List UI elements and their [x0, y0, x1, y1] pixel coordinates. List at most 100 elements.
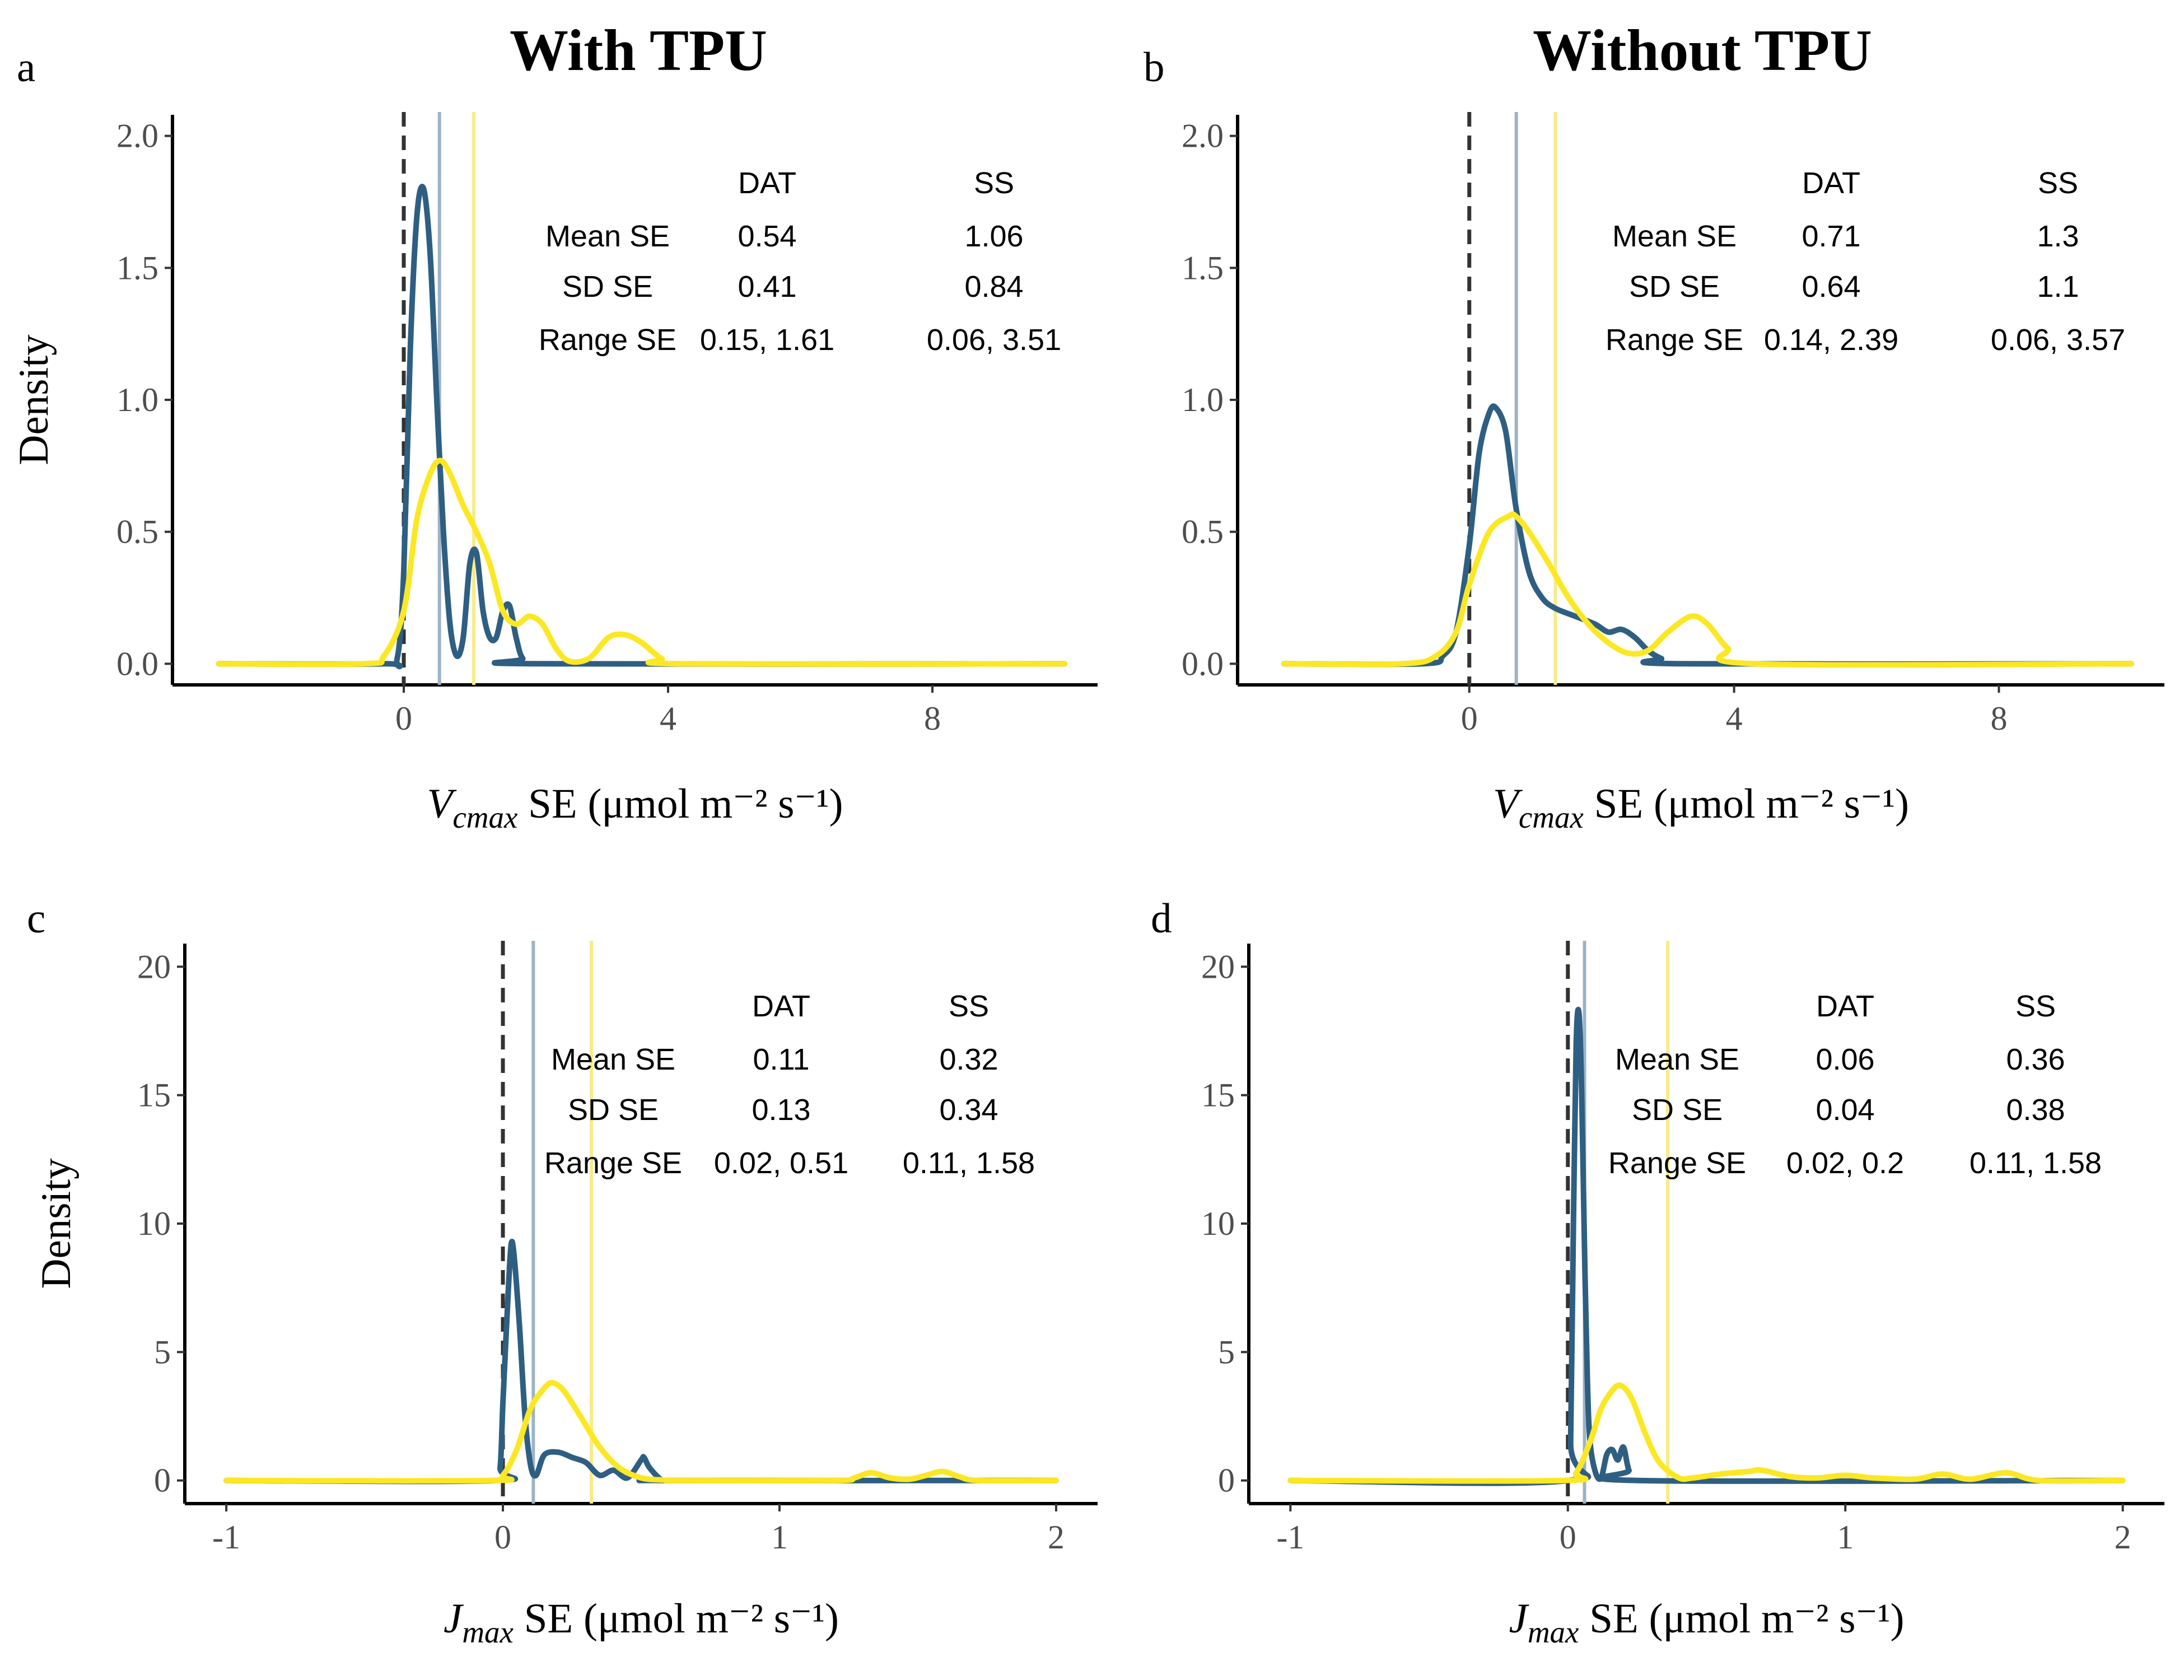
table-cell-ss: 0.06, 3.51	[927, 323, 1061, 357]
dat-density-curve	[1287, 1006, 2126, 1486]
table-cell-dat: 0.13	[752, 1093, 810, 1127]
table-row-label: Range SE	[544, 1146, 682, 1180]
table-row-label: Mean SE	[1615, 1043, 1739, 1076]
y-tick-label: 5	[1218, 1333, 1235, 1370]
ss-density-curve	[223, 1380, 1059, 1484]
column-title-with-tpu: With TPU	[510, 17, 767, 83]
y-tick-label: 10	[1201, 1205, 1235, 1242]
y-tick-label: 5	[154, 1333, 171, 1370]
table-row-label: Mean SE	[1612, 220, 1737, 253]
y-tick-label: 2.0	[116, 118, 158, 155]
table-cell-dat: 0.06	[1816, 1043, 1874, 1076]
x-axis-label: Vcmax SE (μmol m⁻² s⁻¹)	[1493, 781, 1909, 834]
table-header-ss: SS	[2015, 990, 2056, 1023]
x-axis-label-unit: SE (μmol m⁻² s⁻¹)	[1579, 1595, 1904, 1642]
table-cell-dat: 0.71	[1802, 220, 1860, 253]
x-axis-label-subscript: max	[462, 1615, 514, 1649]
x-tick-label: 4	[1726, 700, 1743, 737]
x-tick-label: -1	[1276, 1519, 1304, 1556]
ss-density-curve	[1287, 1382, 2126, 1484]
table-header-ss: SS	[949, 990, 989, 1023]
x-tick-label: 1	[771, 1519, 788, 1556]
y-tick-label: 15	[137, 1077, 171, 1114]
table-row-label: SD SE	[1632, 1093, 1723, 1127]
panel-d: 0 5 10 15 20 -1 0 1 2 Jmax SE (μmol m⁻² s⁻¹) DAT SS…	[1201, 941, 2164, 1649]
table-cell-dat: 0.11	[753, 1043, 809, 1076]
x-axis-label-subscript: max	[1528, 1615, 1579, 1649]
table-cell-ss: 1.1	[2037, 270, 2079, 304]
table-header-dat: DAT	[738, 166, 796, 200]
table-cell-ss: 0.84	[964, 270, 1023, 304]
table-cell-ss: 0.36	[2006, 1043, 2065, 1076]
table-cell-dat: 0.02, 0.2	[1786, 1146, 1904, 1180]
table-row-label: Mean SE	[551, 1043, 675, 1076]
y-tick-label: 1.0	[1182, 381, 1224, 418]
x-axis-label-variable: J	[1509, 1595, 1530, 1642]
table-row-label: Range SE	[539, 323, 676, 357]
table-header-dat: DAT	[1816, 990, 1874, 1023]
x-tick-label: 0	[395, 700, 412, 737]
panel-letter-c: c	[27, 895, 45, 942]
table-row-label: Range SE	[1606, 323, 1743, 357]
table-cell-dat: 0.64	[1802, 270, 1860, 304]
x-axis-label-variable: V	[427, 781, 458, 827]
x-tick-label: 2	[1048, 1519, 1065, 1556]
y-tick-label: 1.5	[116, 249, 158, 286]
y-tick-label: 0.0	[1182, 645, 1224, 682]
panel-b: 0.0 0.5 1.0 1.5 2.0 0 4 8 Vcmax SE (μmol m⁻² s⁻¹…	[1182, 112, 2164, 834]
x-axis-label-unit: SE (μmol m⁻² s⁻¹)	[1584, 781, 1909, 827]
y-axis-label: Density	[33, 1158, 80, 1289]
x-axis-label-unit: SE (μmol m⁻² s⁻¹)	[514, 1595, 839, 1642]
x-axis-label: Jmax SE (μmol m⁻² s⁻¹)	[444, 1595, 839, 1649]
ss-density-curve	[1281, 511, 2134, 668]
y-tick-label: 0.5	[1182, 514, 1224, 550]
table-cell-ss: 0.06, 3.57	[1991, 323, 2125, 357]
table-row-label: Mean SE	[545, 220, 670, 253]
dat-density-curve	[223, 1239, 1059, 1485]
ss-density-curve	[216, 458, 1067, 668]
y-tick-label: 0.0	[116, 645, 158, 682]
y-tick-label: 15	[1201, 1077, 1235, 1114]
table-header-ss: SS	[974, 166, 1014, 200]
table-cell-ss: 0.32	[939, 1043, 998, 1076]
table-cell-ss: 0.11, 1.58	[1970, 1146, 2102, 1180]
table-cell-dat: 0.54	[738, 220, 796, 253]
x-axis-label: Vcmax SE (μmol m⁻² s⁻¹)	[427, 781, 843, 834]
x-axis-label: Jmax SE (μmol m⁻² s⁻¹)	[1509, 1595, 1905, 1649]
y-tick-label: 10	[137, 1205, 171, 1242]
x-tick-label: 2	[2115, 1519, 2131, 1556]
y-tick-label: 1.5	[1182, 249, 1224, 286]
y-tick-label: 0	[154, 1462, 171, 1499]
table-header-ss: SS	[2038, 166, 2078, 200]
x-axis-label-variable: V	[1493, 781, 1523, 827]
y-tick-label: 20	[1201, 948, 1235, 985]
table-header-dat: DAT	[1802, 166, 1860, 200]
table-row-label: SD SE	[562, 270, 653, 304]
dat-density-curve	[216, 184, 1067, 670]
table-cell-ss: 0.11, 1.58	[903, 1146, 1035, 1180]
table-cell-dat: 0.02, 0.51	[714, 1146, 848, 1180]
x-tick-label: 1	[1837, 1519, 1854, 1556]
x-tick-label: 0	[494, 1519, 511, 1556]
x-tick-label: 0	[1461, 700, 1478, 737]
table-cell-dat: 0.15, 1.61	[700, 323, 834, 357]
table-cell-dat: 0.04	[1816, 1093, 1874, 1127]
x-axis-label-unit: SE (μmol m⁻² s⁻¹)	[517, 781, 843, 827]
panel-letter-d: d	[1151, 895, 1172, 942]
y-tick-label: 2.0	[1182, 118, 1224, 155]
table-row-label: SD SE	[1629, 270, 1720, 304]
x-axis-label-subscript: cmax	[1519, 800, 1584, 834]
table-cell-ss: 1.06	[964, 220, 1023, 253]
column-title-without-tpu: Without TPU	[1533, 17, 1872, 83]
panel-letter-a: a	[17, 44, 35, 91]
x-tick-label: 8	[924, 700, 941, 737]
table-cell-dat: 0.41	[738, 270, 796, 304]
x-tick-label: 8	[1990, 700, 2007, 737]
panel-a: 0.0 0.5 1.0 1.5 2.0 0 4 8 Density Vcmax SE (μmol …	[11, 112, 1098, 834]
y-axis-label: Density	[11, 334, 57, 465]
table-row-label: Range SE	[1608, 1146, 1746, 1180]
x-axis-label-subscript: cmax	[452, 800, 518, 834]
table-cell-ss: 0.34	[939, 1093, 998, 1127]
y-tick-label: 0.5	[116, 514, 158, 550]
